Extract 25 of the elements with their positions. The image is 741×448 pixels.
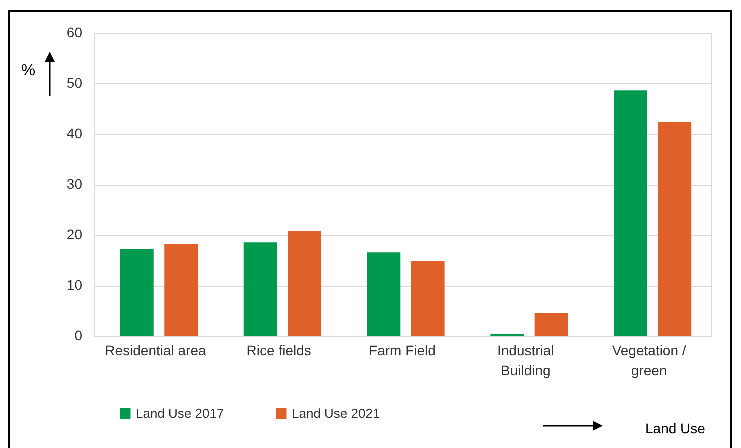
y-tick-label: 20 bbox=[66, 226, 83, 242]
y-axis-title: % bbox=[21, 62, 36, 80]
y-tick-label: 50 bbox=[66, 75, 83, 91]
y-tick-label: 30 bbox=[66, 176, 83, 192]
x-tick-label: Rice fields bbox=[246, 342, 312, 358]
y-tick-label: 0 bbox=[74, 328, 83, 344]
bar bbox=[120, 249, 154, 336]
bar bbox=[658, 122, 692, 336]
x-axis-title: Land Use bbox=[646, 420, 706, 436]
bar bbox=[164, 244, 198, 336]
legend-label: Land Use 2021 bbox=[292, 406, 380, 421]
legend-label: Land Use 2017 bbox=[136, 406, 224, 421]
bar bbox=[411, 261, 445, 336]
bar bbox=[534, 313, 568, 336]
bar bbox=[614, 90, 648, 336]
bar bbox=[244, 242, 278, 336]
bar bbox=[288, 231, 322, 336]
x-tick-label: Farm Field bbox=[369, 342, 436, 358]
bar bbox=[367, 252, 401, 336]
y-tick-label: 10 bbox=[66, 277, 83, 293]
y-tick-label: 40 bbox=[66, 126, 83, 142]
x-tick-label: Residential area bbox=[105, 342, 206, 358]
x-tick-label: Industrial Building bbox=[497, 342, 554, 378]
x-tick-label: Vegetation / green bbox=[612, 342, 686, 378]
y-tick-label: 60 bbox=[66, 24, 83, 40]
